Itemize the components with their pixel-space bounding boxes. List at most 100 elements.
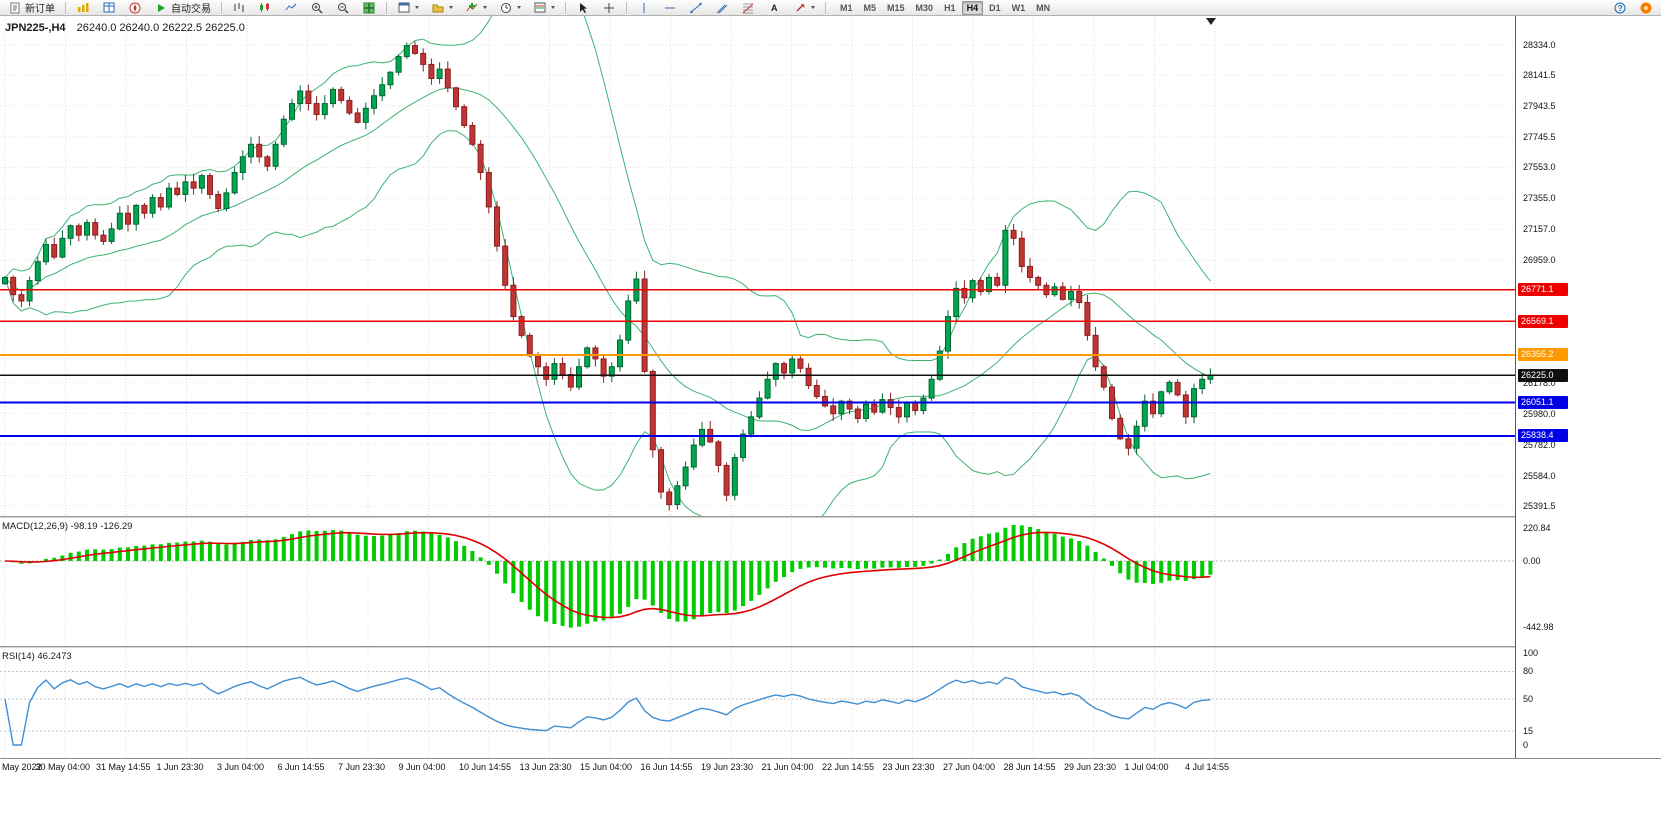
- price-level-badge: 26771.1: [1518, 283, 1568, 297]
- time-axis-label: 15 Jun 04:00: [580, 762, 633, 772]
- time-axis-label: May 2022: [2, 762, 42, 772]
- timeframe-m1[interactable]: M1: [840, 2, 853, 13]
- price-axis[interactable]: 28334.0 28141.5 27943.5 27745.5 27553.0 27355…: [1515, 16, 1661, 758]
- crosshair-tool-button[interactable]: [597, 0, 621, 16]
- text-icon: A: [767, 1, 781, 14]
- help-button[interactable]: ?: [1608, 0, 1632, 16]
- rsi-axis-label: 50: [1523, 694, 1534, 704]
- mql5-community-icon: [1639, 1, 1653, 14]
- timeframe-m30[interactable]: M30: [915, 2, 934, 13]
- toolbar-divider: [565, 1, 566, 14]
- timeframe-h4[interactable]: H4: [961, 0, 984, 15]
- time-axis-label: 9 Jun 04:00: [398, 762, 446, 772]
- tile-windows-button[interactable]: [357, 0, 381, 16]
- indicators-icon: [465, 1, 479, 14]
- price-level-badge: 26569.1: [1518, 314, 1568, 328]
- dropdown-caret-icon: [811, 6, 815, 9]
- data-window-icon: [102, 1, 116, 14]
- trendline-tool-button[interactable]: [684, 0, 708, 16]
- cursor-icon: [576, 1, 590, 14]
- time-axis-label: 7 Jun 23:30: [338, 762, 386, 772]
- new-order-button[interactable]: 新订单: [3, 0, 60, 16]
- svg-text:A: A: [771, 3, 778, 13]
- new-order-label: 新订单: [25, 4, 55, 15]
- chart-shift-marker[interactable]: [1206, 18, 1216, 25]
- rsi-axis-label: 80: [1523, 666, 1534, 677]
- macd-axis-label: 0.00: [1523, 556, 1541, 566]
- candlestick-icon: [258, 1, 272, 14]
- horizontal-line-tool-button[interactable]: [658, 0, 682, 16]
- new-chart-button[interactable]: [392, 0, 424, 16]
- autotrading-button[interactable]: 自动交易: [149, 0, 216, 16]
- time-axis-label: 19 Jun 23:30: [701, 762, 754, 772]
- timeframe-group: M1 M5 M15 M30 H1 H4 D1 W1 MN: [835, 0, 1055, 15]
- market-watch-button[interactable]: [71, 0, 95, 16]
- line-chart-type-button[interactable]: [279, 0, 303, 16]
- panel-separator[interactable]: [0, 516, 1661, 519]
- timeframe-w1[interactable]: W1: [1011, 2, 1026, 13]
- timeframe-m15[interactable]: M15: [887, 2, 905, 13]
- toolbar-divider: [386, 1, 387, 14]
- tile-windows-icon: [362, 1, 376, 14]
- cursor-tool-button[interactable]: [571, 0, 595, 16]
- channel-icon: [715, 1, 729, 14]
- price-axis-label: 26959.0: [1523, 255, 1556, 266]
- crosshair-icon: [602, 1, 616, 14]
- navigator-icon: [128, 1, 142, 14]
- vertical-line-icon: [637, 1, 651, 14]
- macd-axis-label: 220.84: [1523, 523, 1551, 534]
- time-axis[interactable]: May 2022 30 May 04:00 31 May 14:55 1 Jun 23…: [0, 758, 1661, 776]
- panel-separator[interactable]: [0, 646, 1661, 649]
- rsi-name: RSI(14): [2, 651, 35, 662]
- channel-tool-button[interactable]: [710, 0, 734, 16]
- help-icon: ?: [1613, 1, 1627, 14]
- periods-button[interactable]: [494, 0, 526, 16]
- time-axis-label: 22 Jun 14:55: [822, 762, 875, 772]
- bar-chart-icon: [232, 1, 246, 14]
- chart-ohlc-values: 26240.0 26240.0 26222.5 26225.0: [76, 22, 245, 34]
- templates-button[interactable]: [528, 0, 560, 16]
- price-level-badge: 26225.0: [1518, 368, 1568, 382]
- timeframe-mn[interactable]: MN: [1036, 2, 1051, 13]
- price-axis-label: 25782.0: [1523, 439, 1556, 450]
- candlestick-type-button[interactable]: [253, 0, 277, 16]
- arrows-tool-button[interactable]: [788, 0, 820, 16]
- dropdown-caret-icon: [449, 6, 453, 9]
- arrow-shape-icon: [793, 1, 807, 14]
- navigator-button[interactable]: [123, 0, 147, 16]
- fibonacci-tool-button[interactable]: [736, 0, 760, 16]
- rsi-value: 46.2473: [37, 651, 72, 662]
- price-level-badge: 25838.4: [1518, 429, 1568, 443]
- toolbar-divider: [626, 1, 627, 14]
- data-window-button[interactable]: [97, 0, 121, 16]
- time-axis-label: 23 Jun 23:30: [882, 762, 935, 772]
- timeframe-h1[interactable]: H1: [944, 2, 956, 13]
- time-axis-label: 13 Jun 23:30: [519, 762, 572, 772]
- macd-values: -98.19 -126.29: [70, 521, 133, 532]
- chart-symbol-period: JPN225-,H4: [5, 22, 66, 34]
- zoom-out-button[interactable]: [331, 0, 355, 16]
- dropdown-caret-icon: [551, 6, 555, 9]
- zoom-out-icon: [336, 1, 350, 14]
- rsi-indicator-label: RSI(14) 46.2473: [2, 651, 72, 662]
- toolbar-divider: [825, 1, 826, 14]
- macd-panel-canvas[interactable]: [0, 519, 1515, 646]
- text-tool-button[interactable]: A: [762, 0, 786, 16]
- mql5-community-button[interactable]: [1634, 0, 1658, 16]
- timeframe-m5[interactable]: M5: [863, 2, 877, 13]
- bar-chart-type-button[interactable]: [227, 0, 251, 16]
- indicators-button[interactable]: [460, 0, 492, 16]
- price-axis-label: 28141.5: [1523, 70, 1556, 81]
- dropdown-caret-icon: [415, 6, 419, 9]
- time-axis-label: 10 Jun 14:55: [459, 762, 512, 772]
- rsi-panel-canvas[interactable]: [0, 649, 1515, 758]
- timeframe-d1[interactable]: D1: [989, 2, 1001, 13]
- price-axis-label: 26178.0: [1523, 377, 1556, 388]
- profiles-button[interactable]: [426, 0, 458, 16]
- time-axis-label: 3 Jun 04:00: [217, 762, 265, 772]
- zoom-in-button[interactable]: [305, 0, 329, 16]
- vertical-line-tool-button[interactable]: [632, 0, 656, 16]
- clock-icon: [499, 1, 513, 14]
- main-chart-canvas[interactable]: [0, 16, 1515, 516]
